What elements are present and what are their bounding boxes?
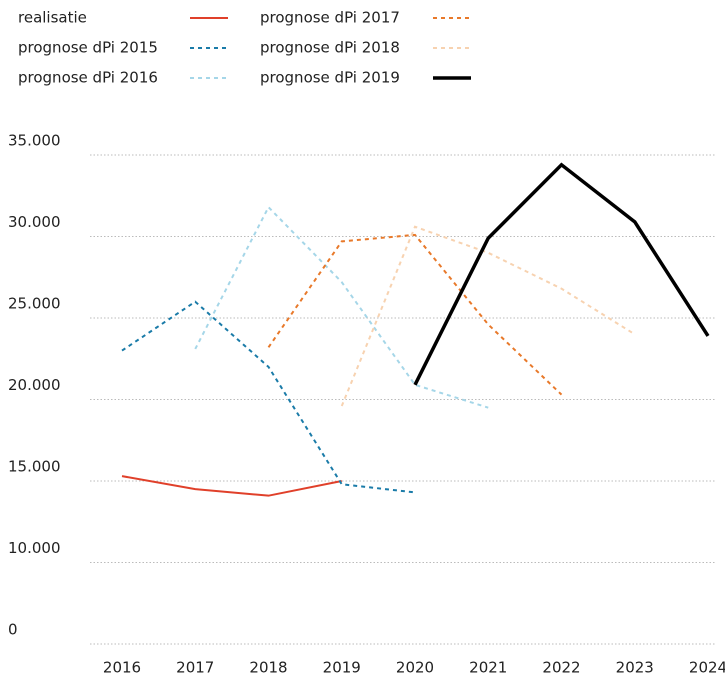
y-tick-label: 30.000: [8, 213, 61, 231]
x-tick-label: 2021: [469, 659, 507, 677]
series-line: [121, 300, 416, 494]
y-tick-label: 35.000: [8, 132, 61, 150]
legend-label: prognose dPi 2018: [260, 39, 400, 57]
x-tick-label: 2022: [542, 659, 580, 677]
series-line: [413, 162, 710, 386]
y-tick-label: 15.000: [8, 458, 61, 476]
legend-label: prognose dPi 2019: [260, 69, 400, 87]
y-tick-label: 0: [8, 621, 18, 639]
series-line: [121, 475, 342, 497]
x-tick-label: 2016: [103, 659, 141, 677]
series-line: [267, 233, 563, 396]
y-tick-label: 20.000: [8, 376, 61, 394]
x-tick-label: 2020: [396, 659, 434, 677]
legend-label: prognose dPi 2015: [18, 39, 158, 57]
x-tick-label: 2017: [176, 659, 214, 677]
x-tick-label: 2018: [249, 659, 287, 677]
series-line: [340, 225, 636, 407]
legend-label: prognose dPi 2016: [18, 69, 158, 87]
x-tick-label: 2024: [689, 659, 725, 677]
x-tick-label: 2019: [323, 659, 361, 677]
y-tick-label: 25.000: [8, 295, 61, 313]
y-tick-label: 10.000: [8, 539, 61, 557]
x-tick-label: 2023: [616, 659, 654, 677]
legend-label: prognose dPi 2017: [260, 9, 400, 27]
series-line: [194, 205, 489, 409]
legend-label: realisatie: [18, 9, 87, 27]
